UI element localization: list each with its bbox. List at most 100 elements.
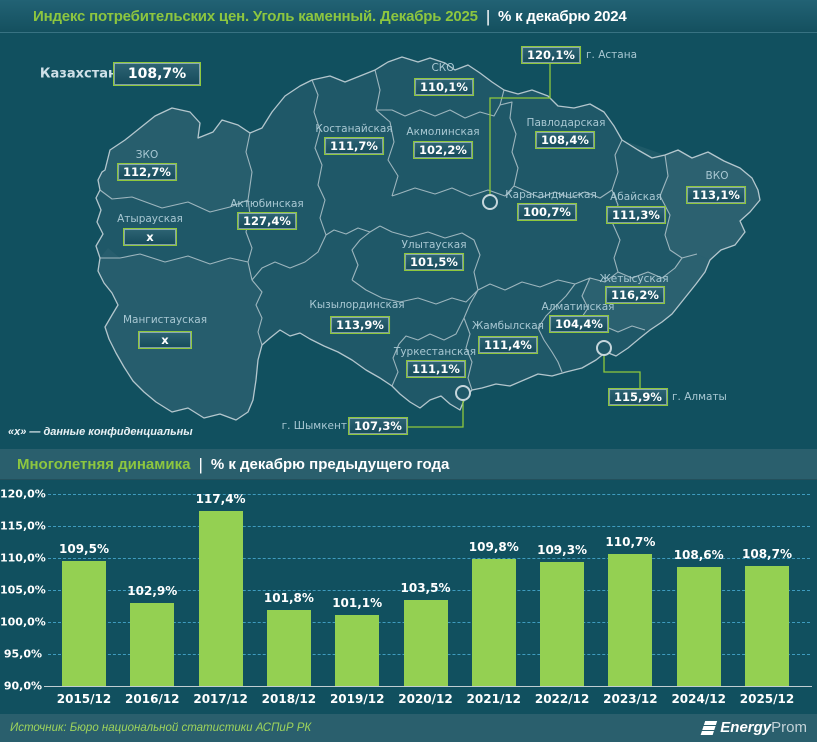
region-value-zhambyl: 111,4% <box>478 336 538 354</box>
bar-value-label: 102,9% <box>127 584 178 599</box>
region-value-zko: 112,7% <box>117 163 177 181</box>
logo-text-bold: Energy <box>720 719 772 736</box>
bar-value-label: 108,6% <box>673 547 724 562</box>
region-label-pavlodar: Павлодарская <box>526 117 606 129</box>
header-subtitle: % к декабрю 2024 <box>498 7 627 25</box>
bar-value-label: 108,7% <box>742 547 792 562</box>
city-value-almaty: 115,9% <box>608 388 668 406</box>
region-label-mangystau: Мангистауская <box>122 314 208 326</box>
region-value-pavlodar: 108,4% <box>535 131 595 149</box>
x-tick-label: 2019/12 <box>329 692 385 706</box>
leader-line-shymkent <box>401 400 464 428</box>
region-value-turkestan: 111,1% <box>406 360 466 378</box>
bar <box>62 561 106 686</box>
region-label-zhetysu: Жетысуская <box>599 273 669 285</box>
region-value-karaganda: 100,7% <box>517 203 577 221</box>
region-borders <box>99 69 698 391</box>
y-tick-label: 120,0% <box>0 487 46 501</box>
x-tick-label: 2025/12 <box>739 692 795 706</box>
bar <box>745 566 789 686</box>
region-value-mangystau: x <box>138 331 192 349</box>
bar-value-label: 117,4% <box>195 491 246 506</box>
footer: Источник: Бюро национальной статистики А… <box>0 714 817 742</box>
bar <box>471 559 516 686</box>
city-label-almaty: г. Алматы <box>672 391 727 403</box>
bar <box>403 599 448 686</box>
region-value-abay: 111,3% <box>606 206 666 224</box>
city-value-astana: 120,1% <box>521 46 581 64</box>
country-label: Казахстан <box>39 66 117 82</box>
x-tick-label: 2018/12 <box>261 692 317 706</box>
region-value-atyrau: x <box>123 228 177 246</box>
region-label-kyzylorda: Кызылординская <box>309 299 405 311</box>
region-value-ulytau: 101,5% <box>404 253 464 271</box>
bar <box>130 603 175 686</box>
country-value: 108,7% <box>113 62 201 86</box>
city-marker-shymkent <box>455 385 471 401</box>
gridline <box>48 526 810 527</box>
region-label-zko: ЗКО <box>135 149 159 161</box>
gridline <box>48 494 810 495</box>
region-label-akmola: Акмолинская <box>406 126 480 138</box>
region-label-atyrau: Атырауская <box>117 213 183 225</box>
bar <box>608 553 653 686</box>
bar <box>198 510 243 686</box>
energyprom-bars-icon <box>701 721 718 735</box>
bar-value-label: 101,1% <box>332 595 383 610</box>
bar <box>335 614 380 686</box>
region-label-abay: Абайская <box>610 191 662 203</box>
bar <box>540 562 585 686</box>
y-tick-label: 115,0% <box>0 519 46 533</box>
y-tick-label: 95,0% <box>3 647 42 661</box>
bar-value-label: 110,7% <box>605 534 656 549</box>
region-label-aktobe: Актюбинская <box>230 198 304 210</box>
city-marker-astana <box>482 194 498 210</box>
confidential-note: «x» — данные конфиденциальны <box>8 426 193 438</box>
bar-value-label: 103,5% <box>400 580 451 595</box>
region-shade-zko <box>98 108 252 212</box>
header-separator: | <box>485 6 491 26</box>
region-label-zhambyl: Жамбылская <box>471 320 545 332</box>
region-value-kyzylorda: 113,9% <box>330 316 390 334</box>
y-tick-label: 110,0% <box>0 551 46 565</box>
source-note: Источник: Бюро национальной статистики А… <box>10 722 312 734</box>
region-value-akmola: 102,2% <box>413 141 473 159</box>
energyprom-logo: EnergyProm <box>701 719 807 737</box>
x-tick-label: 2015/12 <box>56 692 112 706</box>
logo-text-light: Prom <box>771 719 807 736</box>
gridline <box>48 558 810 559</box>
header-title: Индекс потребительских цен. Уголь каменн… <box>33 7 478 25</box>
region-label-sko: СКО <box>431 62 455 74</box>
chart-header-title: Многолетняя динамика <box>17 455 191 473</box>
x-tick-label: 2024/12 <box>671 692 726 706</box>
x-tick-label: 2022/12 <box>534 692 590 706</box>
chart-header-subtitle: % к декабрю предыдущего года <box>210 455 450 473</box>
y-tick-label: 105,0% <box>0 583 46 597</box>
x-tick-label: 2016/12 <box>125 692 180 706</box>
x-tick-label: 2020/12 <box>398 692 453 706</box>
bar <box>676 566 721 686</box>
region-label-karaganda: Карагандинская <box>505 189 597 201</box>
bar-value-label: 109,8% <box>468 540 519 555</box>
chart-header: Многолетняя динамика | % к декабрю преды… <box>0 449 817 480</box>
region-label-almaty-region: Алматинская <box>541 301 615 313</box>
x-tick-label: 2023/12 <box>603 692 658 706</box>
leader-line-almaty <box>603 355 641 389</box>
bar-value-label: 109,5% <box>59 542 109 557</box>
region-value-kostanay: 111,7% <box>324 137 384 155</box>
gridline <box>48 590 810 591</box>
city-label-astana: г. Астана <box>586 49 637 61</box>
region-label-ulytau: Улытауская <box>401 239 467 251</box>
x-tick-label: 2017/12 <box>193 692 248 706</box>
x-tick-label: 2021/12 <box>466 692 522 706</box>
region-value-aktobe: 127,4% <box>237 212 297 230</box>
x-axis-line <box>44 686 812 687</box>
chart-header-separator: | <box>198 454 203 474</box>
bar <box>266 610 311 686</box>
bar-value-label: 101,8% <box>263 591 314 606</box>
y-tick-label: 100,0% <box>0 615 46 629</box>
leader-line-astana <box>489 64 551 195</box>
city-marker-almaty <box>596 340 612 356</box>
region-value-zhetysu: 116,2% <box>605 286 665 304</box>
